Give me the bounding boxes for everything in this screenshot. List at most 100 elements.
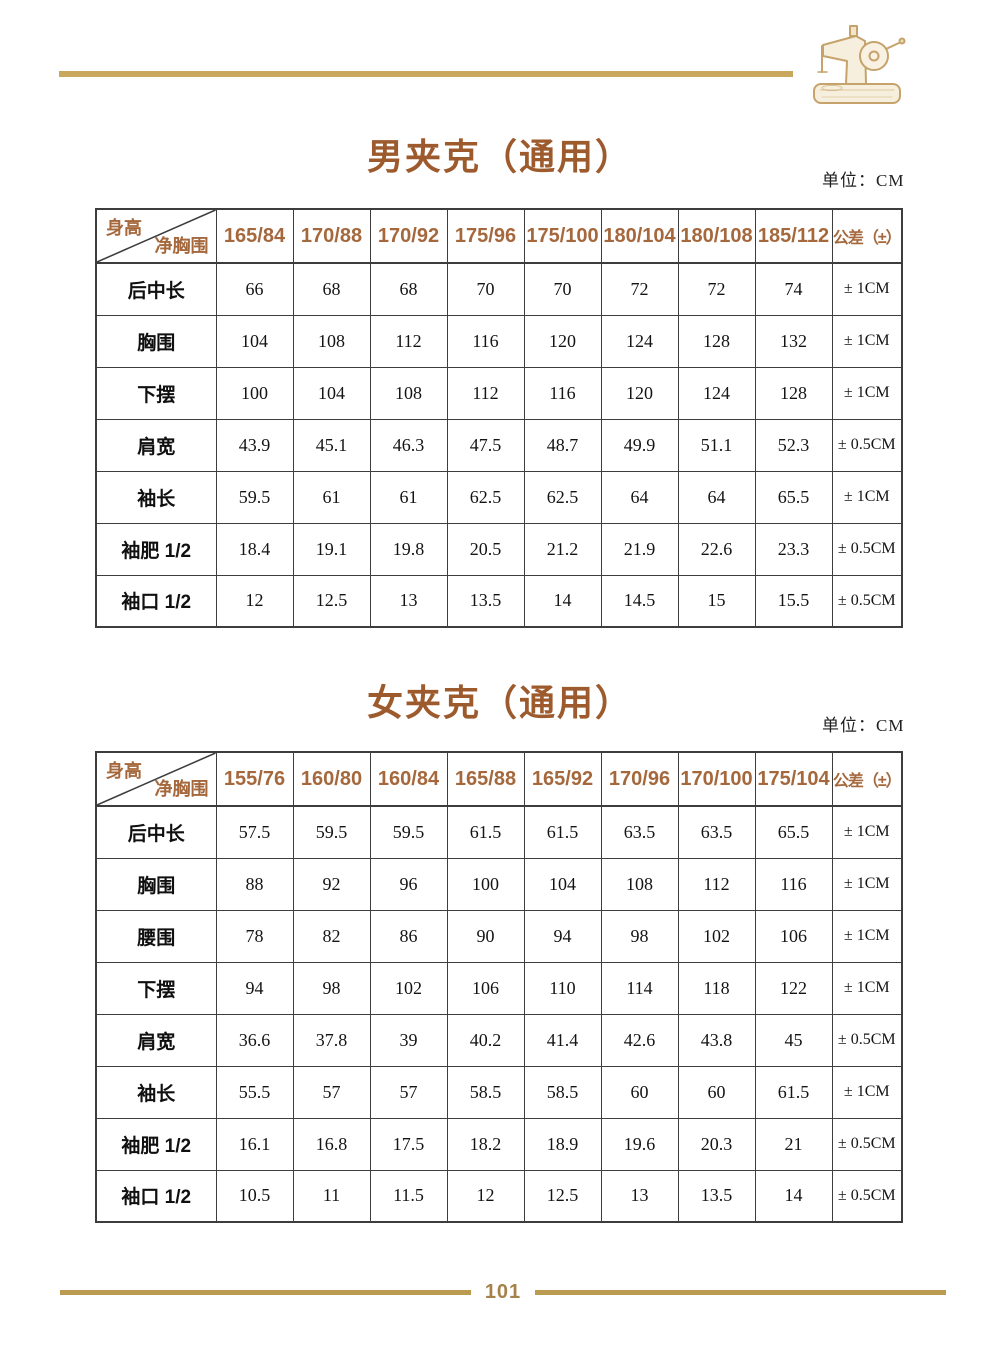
table-row: 下摆 100 104 108 112 116 120 124 128 ± 1CM — [95, 366, 903, 420]
tolerance-value: ± 1CM — [831, 1065, 903, 1119]
tolerance-value: ± 1CM — [831, 470, 903, 524]
size-value: 59.5 — [369, 805, 448, 859]
size-column-header: 180/108 — [677, 208, 756, 264]
size-value: 106 — [446, 961, 525, 1015]
size-value: 108 — [600, 857, 679, 911]
tolerance-value: ± 0.5CM — [831, 1169, 903, 1223]
size-value: 55.5 — [215, 1065, 294, 1119]
size-value: 19.6 — [600, 1117, 679, 1171]
size-value: 61 — [292, 470, 371, 524]
size-value: 74 — [754, 262, 833, 316]
size-column-header: 155/76 — [215, 751, 294, 807]
corner-header-cell: 身高 净胸围 — [95, 751, 217, 807]
size-value: 16.8 — [292, 1117, 371, 1171]
size-value: 17.5 — [369, 1117, 448, 1171]
size-column-header: 175/104 — [754, 751, 833, 807]
size-column-header: 160/84 — [369, 751, 448, 807]
size-value: 62.5 — [446, 470, 525, 524]
size-value: 12.5 — [292, 574, 371, 628]
size-value: 12 — [446, 1169, 525, 1223]
table-row: 胸围 88 92 96 100 104 108 112 116 ± 1CM — [95, 857, 903, 911]
size-value: 112 — [677, 857, 756, 911]
size-value: 19.1 — [292, 522, 371, 576]
table-row: 袖口 1/2 12 12.5 13 13.5 14 14.5 15 15.5 ± 0.5CM — [95, 574, 903, 628]
size-column-header: 180/104 — [600, 208, 679, 264]
corner-label-chest: 净胸围 — [154, 779, 209, 799]
size-value: 59.5 — [215, 470, 294, 524]
row-label: 袖口 1/2 — [95, 574, 217, 628]
size-value: 110 — [523, 961, 602, 1015]
size-value: 12 — [215, 574, 294, 628]
corner-label-height: 身高 — [106, 218, 142, 238]
tolerance-value: ± 1CM — [831, 366, 903, 420]
table-row: 后中长 66 68 68 70 70 72 72 74 ± 1CM — [95, 262, 903, 316]
size-value: 60 — [600, 1065, 679, 1119]
size-value: 21.2 — [523, 522, 602, 576]
size-value: 12.5 — [523, 1169, 602, 1223]
size-value: 94 — [215, 961, 294, 1015]
corner-header-cell: 身高 净胸围 — [95, 208, 217, 264]
size-value: 58.5 — [523, 1065, 602, 1119]
size-value: 116 — [446, 314, 525, 368]
size-value: 18.2 — [446, 1117, 525, 1171]
size-value: 18.9 — [523, 1117, 602, 1171]
size-value: 61.5 — [446, 805, 525, 859]
row-label: 后中长 — [95, 805, 217, 859]
tolerance-value: ± 0.5CM — [831, 1117, 903, 1171]
tolerance-value: ± 1CM — [831, 857, 903, 911]
size-value: 13.5 — [446, 574, 525, 628]
tolerance-column-header: 公差（±） — [831, 208, 903, 264]
size-value: 102 — [369, 961, 448, 1015]
size-value: 96 — [369, 857, 448, 911]
size-value: 52.3 — [754, 418, 833, 472]
size-value: 104 — [292, 366, 371, 420]
table-row: 肩宽 43.9 45.1 46.3 47.5 48.7 49.9 51.1 52.3 ± 0.5C… — [95, 418, 903, 472]
tolerance-value: ± 1CM — [831, 262, 903, 316]
table-row: 后中长 57.5 59.5 59.5 61.5 61.5 63.5 63.5 65.5 ± 1CM — [95, 805, 903, 859]
corner-label-chest: 净胸围 — [154, 236, 209, 256]
header-row: 身高 净胸围 165/84 170/88 170/92 175/96 175/100 180/… — [95, 208, 903, 264]
size-value: 100 — [446, 857, 525, 911]
table-row: 袖口 1/2 10.5 11 11.5 12 12.5 13 13.5 14 ± 0.5CM — [95, 1169, 903, 1223]
size-column-header: 165/88 — [446, 751, 525, 807]
table-row: 腰围 78 82 86 90 94 98 102 106 ± 1CM — [95, 909, 903, 963]
size-value: 100 — [215, 366, 294, 420]
size-value: 62.5 — [523, 470, 602, 524]
size-column-header: 170/96 — [600, 751, 679, 807]
table-row: 肩宽 36.6 37.8 39 40.2 41.4 42.6 43.8 45 ± 0.5CM — [95, 1013, 903, 1067]
size-value: 11.5 — [369, 1169, 448, 1223]
unit-label: 单位：CM — [822, 716, 905, 735]
womens-jacket-size-table: 身高 净胸围 155/76 160/80 160/84 165/88 165/92 170/9… — [95, 751, 903, 1223]
size-value: 78 — [215, 909, 294, 963]
size-value: 14 — [523, 574, 602, 628]
size-value: 11 — [292, 1169, 371, 1223]
size-value: 82 — [292, 909, 371, 963]
mens-jacket-size-table: 身高 净胸围 165/84 170/88 170/92 175/96 175/100 180/… — [95, 208, 903, 628]
size-column-header: 170/88 — [292, 208, 371, 264]
size-value: 43.8 — [677, 1013, 756, 1067]
size-value: 36.6 — [215, 1013, 294, 1067]
size-value: 20.3 — [677, 1117, 756, 1171]
diagonal-divider — [97, 753, 215, 804]
row-label: 袖肥 1/2 — [95, 522, 217, 576]
corner-label-height: 身高 — [106, 761, 142, 781]
size-value: 43.9 — [215, 418, 294, 472]
size-value: 132 — [754, 314, 833, 368]
table-row: 胸围 104 108 112 116 120 124 128 132 ± 1CM — [95, 314, 903, 368]
tolerance-value: ± 1CM — [831, 314, 903, 368]
size-column-header: 170/92 — [369, 208, 448, 264]
size-column-header: 170/100 — [677, 751, 756, 807]
size-value: 70 — [446, 262, 525, 316]
size-value: 21.9 — [600, 522, 679, 576]
size-value: 10.5 — [215, 1169, 294, 1223]
size-value: 63.5 — [600, 805, 679, 859]
size-value: 68 — [369, 262, 448, 316]
size-value: 61 — [369, 470, 448, 524]
tolerance-value: ± 1CM — [831, 805, 903, 859]
size-value: 19.8 — [369, 522, 448, 576]
table-row: 下摆 94 98 102 106 110 114 118 122 ± 1CM — [95, 961, 903, 1015]
tolerance-value: ± 0.5CM — [831, 574, 903, 628]
row-label: 胸围 — [95, 857, 217, 911]
size-value: 64 — [600, 470, 679, 524]
size-value: 86 — [369, 909, 448, 963]
